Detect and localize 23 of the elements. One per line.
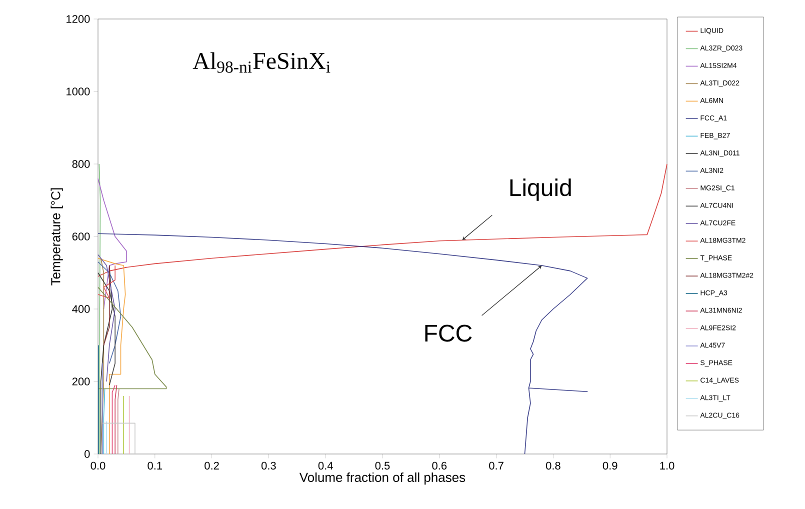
x-tick-label: 0.1	[148, 462, 162, 470]
x-tick-label: 0.9	[602, 462, 618, 470]
y-tick-label: 200	[72, 378, 90, 386]
x-tick-label: 0.5	[375, 462, 390, 470]
y-tick-label: 400	[72, 305, 90, 313]
x-tick-label: 0.3	[261, 462, 276, 470]
x-tick-label: 0.4	[318, 462, 333, 470]
y-tick-label: 600	[72, 232, 90, 240]
y-tick-label: 0	[84, 450, 90, 458]
x-tick-label: 0.0	[90, 462, 106, 470]
y-tick-label: 1000	[66, 88, 90, 96]
text: Al$_{98-ni}$FeSinX$_{i}$	[192, 52, 330, 73]
annotation: FCC	[425, 324, 472, 342]
x-tick-label: 0.6	[432, 462, 447, 470]
y-tick-label: 800	[72, 160, 90, 168]
x-tick-label: 0.2	[204, 462, 219, 470]
y-axis-title: Temperature [°C]	[50, 188, 63, 286]
x-tick-label: 1.0	[660, 462, 674, 470]
annotation: Liquid	[510, 178, 571, 201]
x-tick-label: 0.8	[546, 462, 560, 470]
x-tick-label: 0.7	[489, 462, 504, 470]
y-tick-label: 1200	[66, 15, 90, 23]
x-axis-title: Volume fraction of all phases	[299, 472, 466, 485]
